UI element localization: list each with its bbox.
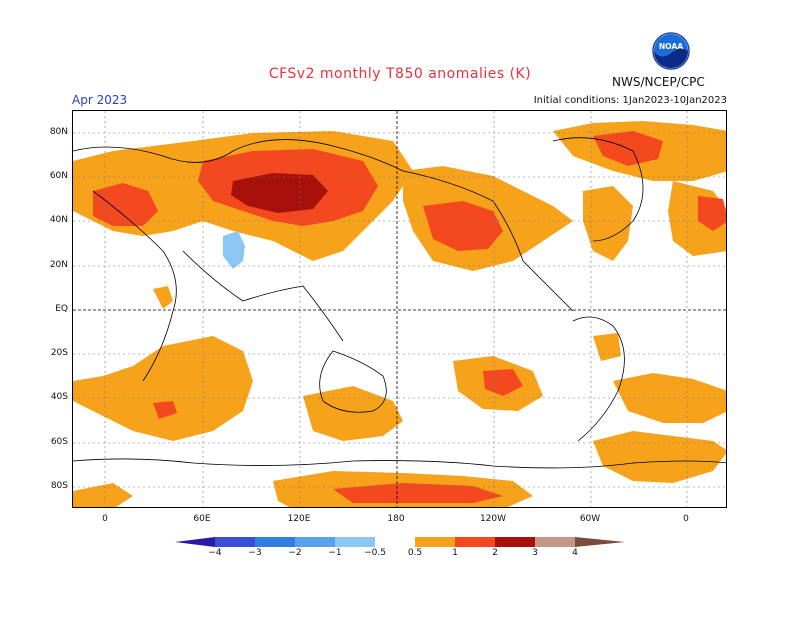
colorbar-label: 4 bbox=[572, 548, 578, 558]
anomaly-fill-red bbox=[93, 131, 726, 503]
colorbar-cell bbox=[295, 537, 335, 547]
lat-tick: 60N bbox=[49, 171, 68, 181]
forecast-month: Apr 2023 bbox=[72, 93, 128, 107]
colorbar-label: 3 bbox=[532, 548, 538, 558]
colorbar-cell bbox=[215, 537, 255, 547]
coastlines bbox=[73, 137, 726, 469]
lon-tick: 120W bbox=[479, 514, 507, 524]
lat-tick: 40N bbox=[49, 215, 68, 225]
colorbar-cell bbox=[415, 537, 455, 547]
colorbar-label: −0.5 bbox=[364, 548, 386, 558]
colorbar-label: −2 bbox=[288, 548, 302, 558]
lat-tick: 60S bbox=[50, 437, 68, 447]
agency-label: NWS/NCEP/CPC bbox=[612, 75, 705, 89]
colorbar-cell bbox=[495, 537, 535, 547]
anomaly-fill-darkred bbox=[231, 173, 328, 213]
lat-tick: 40S bbox=[50, 392, 68, 402]
noaa-logo-text: NOAA bbox=[659, 42, 683, 51]
map-canvas bbox=[73, 111, 726, 507]
lat-tick: 80N bbox=[49, 127, 68, 137]
lon-tick: 60W bbox=[579, 514, 601, 524]
lon-tick: 120E bbox=[287, 514, 311, 524]
lon-tick: 180 bbox=[387, 514, 405, 524]
reference-lines bbox=[73, 111, 726, 507]
colorbar-label: −1 bbox=[328, 548, 342, 558]
anomaly-map bbox=[72, 110, 727, 508]
colorbar-cell bbox=[335, 537, 375, 547]
chart-title: CFSv2 monthly T850 anomalies (K) bbox=[268, 66, 532, 82]
lon-tick: 0 bbox=[102, 514, 108, 524]
colorbar-cell bbox=[535, 537, 575, 547]
lat-tick: 20S bbox=[50, 348, 68, 358]
gridlines bbox=[73, 111, 726, 507]
colorbar-cell bbox=[175, 537, 215, 547]
colorbar-label: −3 bbox=[248, 548, 262, 558]
colorbar bbox=[175, 537, 625, 547]
colorbar-cell bbox=[255, 537, 295, 547]
colorbar-label: −4 bbox=[208, 548, 222, 558]
colorbar-cell bbox=[455, 537, 495, 547]
noaa-logo: NOAA bbox=[652, 32, 690, 70]
lat-tick: EQ bbox=[55, 304, 68, 314]
lat-tick: 80S bbox=[50, 481, 68, 491]
initial-conditions: Initial conditions: 1Jan2023-10Jan2023 bbox=[533, 95, 727, 106]
lon-tick: 0 bbox=[683, 514, 689, 524]
colorbar-cell bbox=[575, 537, 625, 547]
colorbar-label: 1 bbox=[452, 548, 458, 558]
anomaly-fill-orange bbox=[73, 121, 726, 507]
colorbar-cell bbox=[375, 537, 415, 547]
anomaly-fill-blue bbox=[223, 231, 245, 269]
lon-tick: 60E bbox=[193, 514, 211, 524]
colorbar-label: 0.5 bbox=[407, 548, 423, 558]
colorbar-label: 2 bbox=[492, 548, 498, 558]
lat-tick: 20N bbox=[49, 260, 68, 270]
